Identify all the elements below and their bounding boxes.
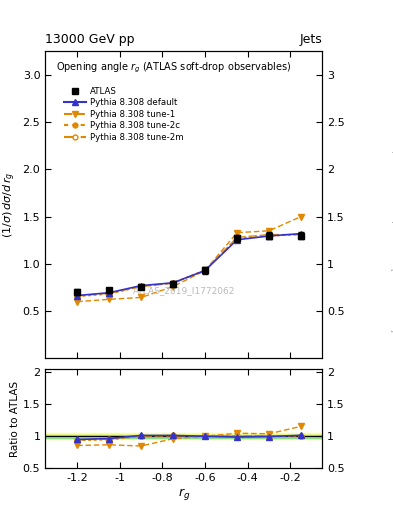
Pythia 8.308 tune-1: [235, 229, 239, 236]
Line: Pythia 8.308 default: Pythia 8.308 default: [74, 230, 304, 298]
Pythia 8.308 tune-2m: [299, 231, 303, 238]
Pythia 8.308 default: [203, 267, 208, 273]
Text: mcplots.cern.ch [arXiv:1306.3436]: mcplots.cern.ch [arXiv:1306.3436]: [391, 210, 393, 332]
Pythia 8.308 tune-1: [266, 228, 271, 234]
X-axis label: $r_g$: $r_g$: [178, 486, 190, 502]
Bar: [45, 433, 322, 439]
Pythia 8.308 tune-2m: [235, 234, 239, 241]
Pythia 8.308 tune-2c: [75, 293, 79, 300]
Text: 13000 GeV pp: 13000 GeV pp: [45, 33, 135, 46]
Pythia 8.308 tune-2m: [75, 293, 79, 299]
Pythia 8.308 default: [139, 283, 143, 289]
Bar: [45, 435, 322, 438]
Pythia 8.308 tune-2m: [107, 290, 112, 296]
Pythia 8.308 tune-1: [139, 294, 143, 301]
Line: Pythia 8.308 tune-1: Pythia 8.308 tune-1: [74, 214, 304, 305]
Pythia 8.308 tune-1: [203, 267, 208, 273]
Y-axis label: $(1/\sigma)\,d\sigma/d\,r_g$: $(1/\sigma)\,d\sigma/d\,r_g$: [2, 172, 18, 238]
Text: ATLAS_2019_I1772062: ATLAS_2019_I1772062: [132, 286, 235, 295]
Text: Jets: Jets: [299, 33, 322, 46]
Pythia 8.308 tune-1: [75, 298, 79, 305]
Pythia 8.308 tune-2m: [171, 280, 175, 286]
Pythia 8.308 default: [75, 292, 79, 298]
Pythia 8.308 tune-2c: [107, 291, 112, 297]
Line: Pythia 8.308 tune-2m: Pythia 8.308 tune-2m: [75, 232, 303, 298]
Pythia 8.308 tune-1: [299, 214, 303, 220]
Y-axis label: Ratio to ATLAS: Ratio to ATLAS: [10, 380, 20, 457]
Pythia 8.308 default: [107, 290, 112, 296]
Pythia 8.308 tune-2m: [266, 231, 271, 238]
Pythia 8.308 tune-2c: [235, 236, 239, 242]
Pythia 8.308 tune-2c: [299, 231, 303, 238]
Pythia 8.308 default: [299, 230, 303, 237]
Pythia 8.308 tune-1: [107, 296, 112, 303]
Pythia 8.308 default: [266, 233, 271, 239]
Pythia 8.308 tune-2c: [139, 284, 143, 290]
Pythia 8.308 tune-2c: [171, 280, 175, 286]
Pythia 8.308 tune-2c: [203, 267, 208, 273]
Pythia 8.308 tune-2m: [203, 267, 208, 273]
Pythia 8.308 default: [171, 280, 175, 286]
Text: Rivet 3.1.10, ≥ 3M events: Rivet 3.1.10, ≥ 3M events: [391, 108, 393, 199]
Pythia 8.308 tune-1: [171, 284, 175, 290]
Pythia 8.308 default: [235, 237, 239, 243]
Line: Pythia 8.308 tune-2c: Pythia 8.308 tune-2c: [75, 232, 303, 299]
Text: Opening angle $r_g$ (ATLAS soft-drop observables): Opening angle $r_g$ (ATLAS soft-drop obs…: [56, 60, 291, 75]
Pythia 8.308 tune-2m: [139, 284, 143, 290]
Legend: ATLAS, Pythia 8.308 default, Pythia 8.308 tune-1, Pythia 8.308 tune-2c, Pythia 8: ATLAS, Pythia 8.308 default, Pythia 8.30…: [61, 83, 187, 145]
Pythia 8.308 tune-2c: [266, 233, 271, 239]
